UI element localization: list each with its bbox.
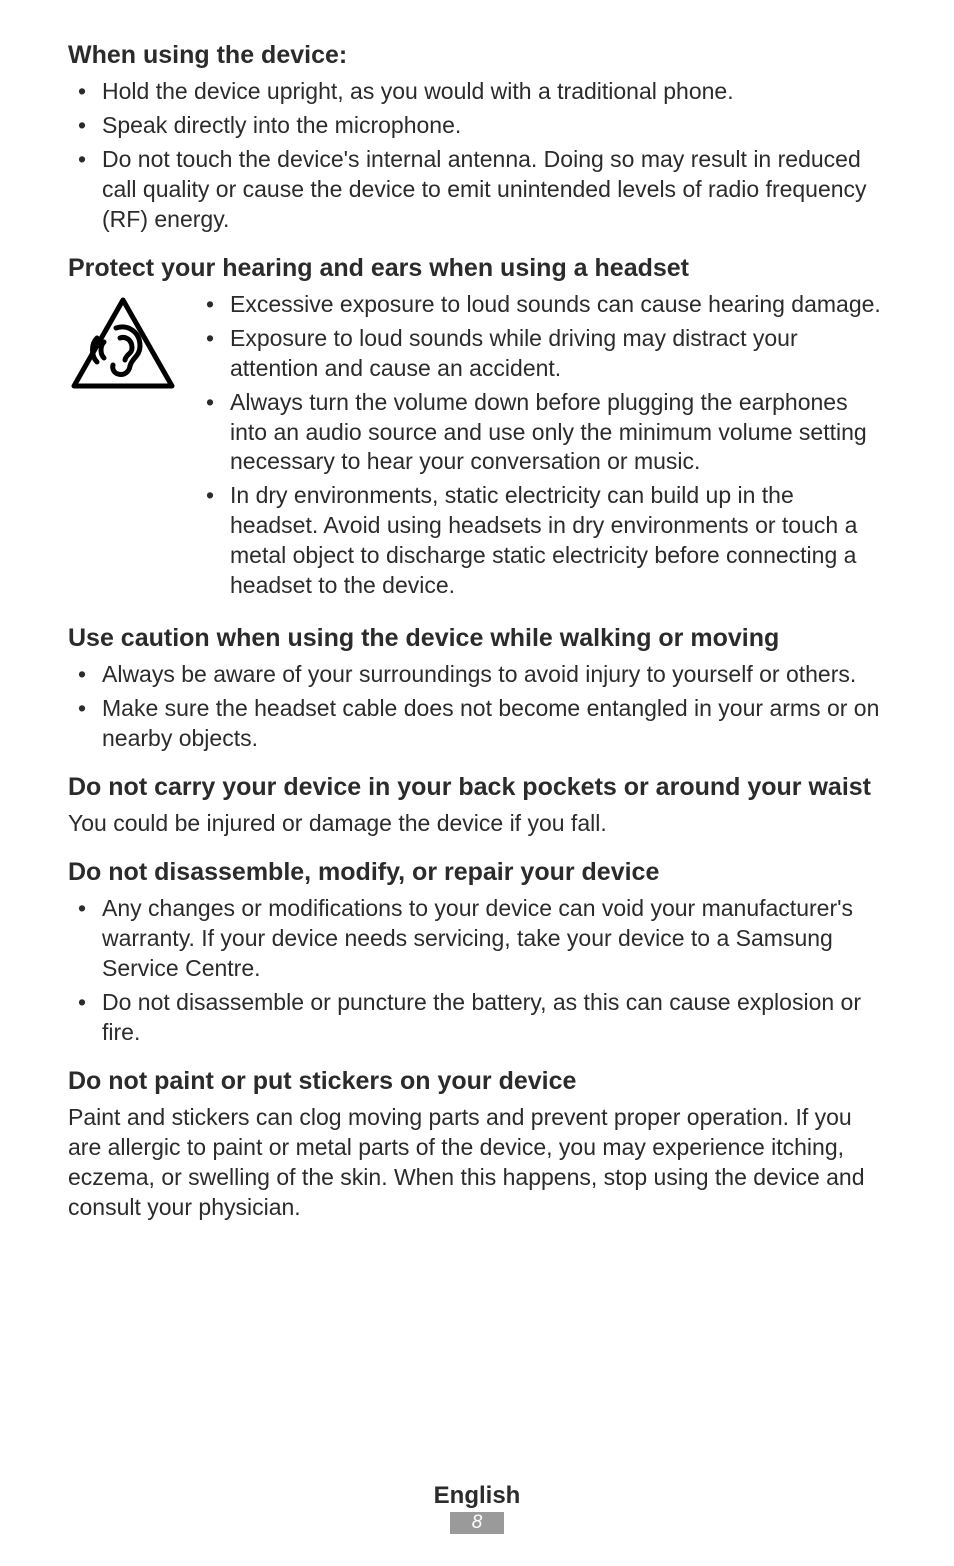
- list-item: Speak directly into the microphone.: [68, 111, 886, 141]
- footer-language: English: [0, 1482, 954, 1510]
- list-item: In dry environments, static electricity …: [196, 481, 886, 601]
- heading-when-using: When using the device:: [68, 40, 886, 71]
- footer-page-number: 8: [450, 1512, 505, 1534]
- page-root: When using the device: Hold the device u…: [0, 0, 954, 1566]
- list-item: Do not touch the device's internal anten…: [68, 145, 886, 235]
- bullets-hearing: Excessive exposure to loud sounds can ca…: [196, 290, 886, 605]
- heading-disassemble: Do not disassemble, modify, or repair yo…: [68, 857, 886, 888]
- hearing-warning-icon: [68, 290, 196, 399]
- hearing-row: Excessive exposure to loud sounds can ca…: [68, 290, 886, 605]
- list-item: Any changes or modifications to your dev…: [68, 894, 886, 984]
- list-item: Excessive exposure to loud sounds can ca…: [196, 290, 886, 320]
- body-back-pockets: You could be injured or damage the devic…: [68, 809, 886, 839]
- list-item: Exposure to loud sounds while driving ma…: [196, 324, 886, 384]
- bullets-when-using: Hold the device upright, as you would wi…: [68, 77, 886, 234]
- heading-walking: Use caution when using the device while …: [68, 623, 886, 654]
- heading-hearing: Protect your hearing and ears when using…: [68, 253, 886, 284]
- footer: English 8: [0, 1482, 954, 1534]
- list-item: Make sure the headset cable does not bec…: [68, 694, 886, 754]
- list-item: Always be aware of your surroundings to …: [68, 660, 886, 690]
- bullets-disassemble: Any changes or modifications to your dev…: [68, 894, 886, 1047]
- list-item: Always turn the volume down before plugg…: [196, 388, 886, 478]
- heading-back-pockets: Do not carry your device in your back po…: [68, 772, 886, 803]
- list-item: Hold the device upright, as you would wi…: [68, 77, 886, 107]
- heading-paint: Do not paint or put stickers on your dev…: [68, 1066, 886, 1097]
- body-paint: Paint and stickers can clog moving parts…: [68, 1103, 886, 1223]
- bullets-walking: Always be aware of your surroundings to …: [68, 660, 886, 754]
- list-item: Do not disassemble or puncture the batte…: [68, 988, 886, 1048]
